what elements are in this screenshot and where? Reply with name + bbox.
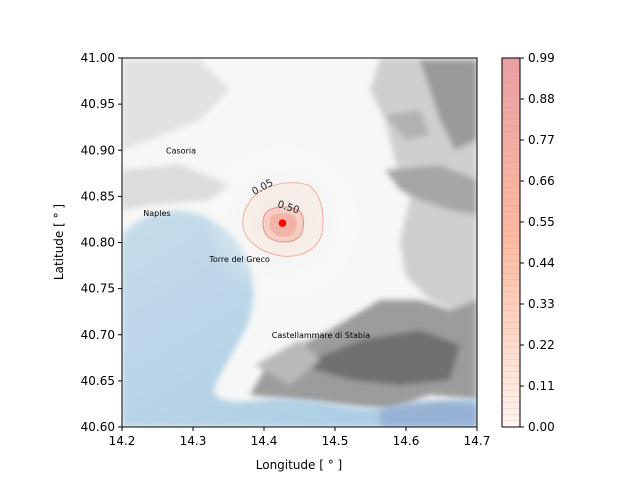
colorbar-tick-label: 0.99 bbox=[528, 51, 555, 65]
sea-area bbox=[122, 211, 477, 427]
y-tick-label: 41.00 bbox=[81, 51, 115, 65]
colorbar-tick-label: 0.44 bbox=[528, 256, 555, 270]
x-tick-label: 14.7 bbox=[464, 434, 491, 448]
place-label: Torre del Greco bbox=[208, 255, 270, 264]
vent-marker bbox=[278, 219, 287, 227]
colorbar-tick-label: 0.11 bbox=[528, 379, 555, 393]
x-tick-label: 14.3 bbox=[180, 434, 207, 448]
x-tick-label: 14.2 bbox=[109, 434, 136, 448]
terrain-relief bbox=[122, 58, 477, 410]
colorbar-frame bbox=[501, 57, 521, 428]
colorbar-tick-label: 0.22 bbox=[528, 338, 555, 352]
x-tick-label: 14.6 bbox=[393, 434, 420, 448]
colorbar-tick-label: 0.33 bbox=[528, 297, 555, 311]
y-tick-label: 40.60 bbox=[81, 420, 115, 434]
place-label: Castellammare di Stabia bbox=[272, 331, 370, 340]
x-axis-title: Longitude [ ° ] bbox=[256, 458, 343, 472]
y-tick-label: 40.95 bbox=[81, 97, 115, 111]
y-tick-label: 40.90 bbox=[81, 143, 115, 157]
colorbar-tick-label: 0.88 bbox=[528, 92, 555, 106]
colorbar-tick-label: 0.77 bbox=[528, 133, 555, 147]
place-label: Casoria bbox=[166, 146, 196, 155]
y-tick-label: 40.65 bbox=[81, 374, 115, 388]
place-label: Naples bbox=[143, 209, 170, 218]
colorbar-tick-label: 0.66 bbox=[528, 174, 555, 188]
y-tick-label: 40.80 bbox=[81, 236, 115, 250]
colorbar-tick-label: 0.55 bbox=[528, 215, 555, 229]
colorbar-tick-label: 0.00 bbox=[528, 420, 555, 434]
y-tick-label: 40.85 bbox=[81, 189, 115, 203]
x-tick-label: 14.4 bbox=[251, 434, 278, 448]
y-tick-label: 40.70 bbox=[81, 328, 115, 342]
y-axis-title: Latitude [ ° ] bbox=[52, 204, 66, 280]
x-tick-label: 14.5 bbox=[322, 434, 349, 448]
colorbar: 0.00 0.11 0.22 0.33 0.44 0.55 0.66 0.77 0.88 0.99 bbox=[501, 51, 555, 434]
y-tick-label: 40.75 bbox=[81, 282, 115, 296]
map-panel bbox=[122, 58, 477, 427]
